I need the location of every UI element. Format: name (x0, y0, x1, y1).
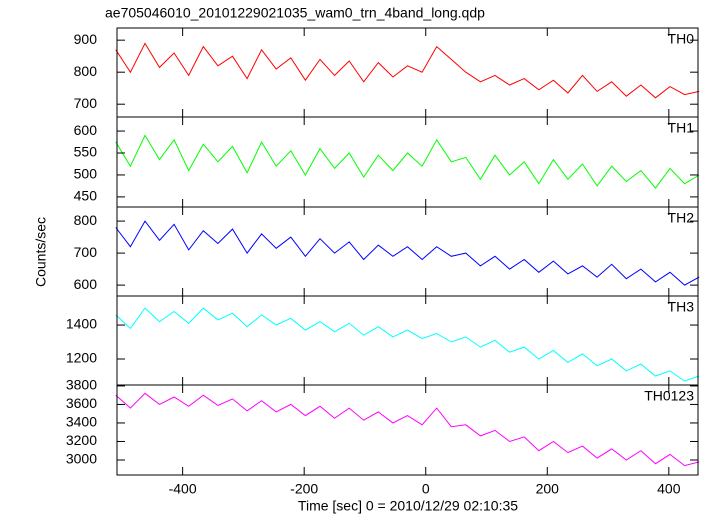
y-axis-label: Counts/sec (33, 217, 49, 287)
series-label: TH1 (668, 120, 695, 136)
series-label: TH3 (668, 299, 695, 315)
y-tick-label: 700 (74, 95, 98, 111)
y-tick-label: 500 (74, 166, 98, 182)
y-tick-label: 600 (74, 122, 98, 138)
x-tick-label: 200 (536, 481, 560, 497)
y-tick-label: 600 (74, 276, 98, 292)
chart-title: ae705046010_20101229021035_wam0_trn_4ban… (105, 5, 485, 21)
y-tick-label: 3600 (66, 395, 97, 411)
y-tick-label: 550 (74, 144, 98, 160)
y-tick-label: 900 (74, 31, 98, 47)
panel-frame (116, 384, 699, 476)
y-tick-label: 800 (74, 63, 98, 79)
y-tick-label: 450 (74, 188, 98, 204)
data-line (115, 392, 700, 467)
x-tick-label: 0 (422, 481, 430, 497)
y-tick-label: 3800 (66, 377, 97, 393)
data-line (115, 307, 700, 382)
y-tick-label: 3400 (66, 414, 97, 430)
data-line (115, 42, 700, 99)
panel-frame (116, 27, 699, 118)
x-tick-label: 400 (657, 481, 681, 497)
y-tick-label: 800 (74, 212, 98, 228)
series-label: TH0123 (644, 388, 694, 404)
y-tick-label: 3000 (66, 451, 97, 467)
y-tick-label: 1200 (66, 350, 97, 366)
x-axis-label: Time [sec] 0 = 2010/12/29 02:10:35 (298, 498, 518, 514)
y-tick-label: 1400 (66, 316, 97, 332)
panel-frame (116, 116, 699, 208)
series-label: TH0 (668, 31, 695, 47)
data-line (115, 134, 700, 189)
y-tick-label: 700 (74, 244, 98, 260)
series-label: TH2 (668, 210, 695, 226)
y-tick-label: 3200 (66, 432, 97, 448)
x-tick-label: -200 (290, 481, 318, 497)
data-line (115, 220, 700, 286)
x-tick-label: -400 (169, 481, 197, 497)
panel-frame (116, 206, 699, 297)
